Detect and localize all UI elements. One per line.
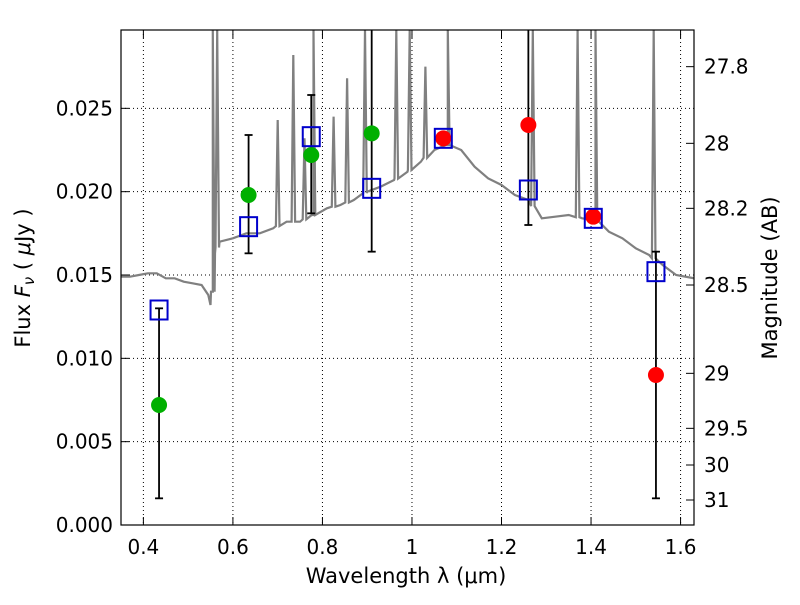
data-points <box>149 117 666 413</box>
model-photometry-square <box>239 216 259 238</box>
x-tick-label: 1 <box>406 535 419 559</box>
y-tick-label: 0.005 <box>56 430 113 454</box>
right-tick-label: 29 <box>704 361 729 385</box>
x-tick-label: 0.8 <box>307 535 339 559</box>
model-photometry-square <box>646 261 666 283</box>
right-tick-label: 29.5 <box>704 416 749 440</box>
x-tick-label: 1.2 <box>486 535 518 559</box>
x-tick-label: 1.6 <box>665 535 697 559</box>
model-photometry-square <box>518 179 538 201</box>
upper-limit-point <box>647 367 664 383</box>
right-tick-label: 27.8 <box>704 55 749 79</box>
y-tick-label: 0.020 <box>56 180 113 204</box>
error-bars <box>155 30 660 500</box>
model-photometry-square <box>149 299 169 321</box>
model-photometry-square <box>362 177 382 199</box>
spectrum-line <box>121 30 694 306</box>
x-axis-label: Wavelength λ (μm) <box>306 564 507 588</box>
axes: 0.4 0.6 0.8 1 1.2 1.4 1.6 0.000 0.005 0.010 0.015 0… <box>56 29 749 559</box>
y-axis-label: Flux Fν ( μJy ) <box>11 208 38 347</box>
right-tick-label: 30 <box>704 453 729 477</box>
detection-point <box>151 397 168 413</box>
y-tick-label: 0.015 <box>56 263 113 287</box>
upper-limit-point <box>520 117 537 133</box>
model-photometry-square <box>583 207 603 229</box>
upper-limit-point <box>585 208 602 225</box>
right-axis-label: Magnitude (AB) <box>758 196 782 359</box>
right-tick-label: 31 <box>704 488 729 512</box>
detection-point <box>240 187 257 203</box>
x-tick-label: 0.4 <box>127 535 159 559</box>
y-tick-label: 0.000 <box>56 513 113 537</box>
y-tick-label: 0.010 <box>56 346 113 370</box>
axis-labels: Wavelength λ (μm) Magnitude (AB) Flux Fν… <box>11 196 782 588</box>
right-tick-label: 28 <box>704 131 729 155</box>
model-spectrum <box>121 30 694 306</box>
grid-lines <box>121 30 694 526</box>
model-photometry-square <box>433 127 453 149</box>
upper-limit-point <box>435 130 452 147</box>
model-photometry-square <box>301 126 321 148</box>
x-tick-label: 1.4 <box>575 535 607 559</box>
right-tick-label: 28.5 <box>704 273 749 297</box>
right-tick-label: 28.2 <box>704 196 749 220</box>
detection-point <box>363 125 380 142</box>
y-tick-label: 0.025 <box>56 96 113 120</box>
x-tick-label: 0.6 <box>217 535 249 559</box>
plot-frame <box>120 29 695 526</box>
detection-point <box>303 147 320 163</box>
